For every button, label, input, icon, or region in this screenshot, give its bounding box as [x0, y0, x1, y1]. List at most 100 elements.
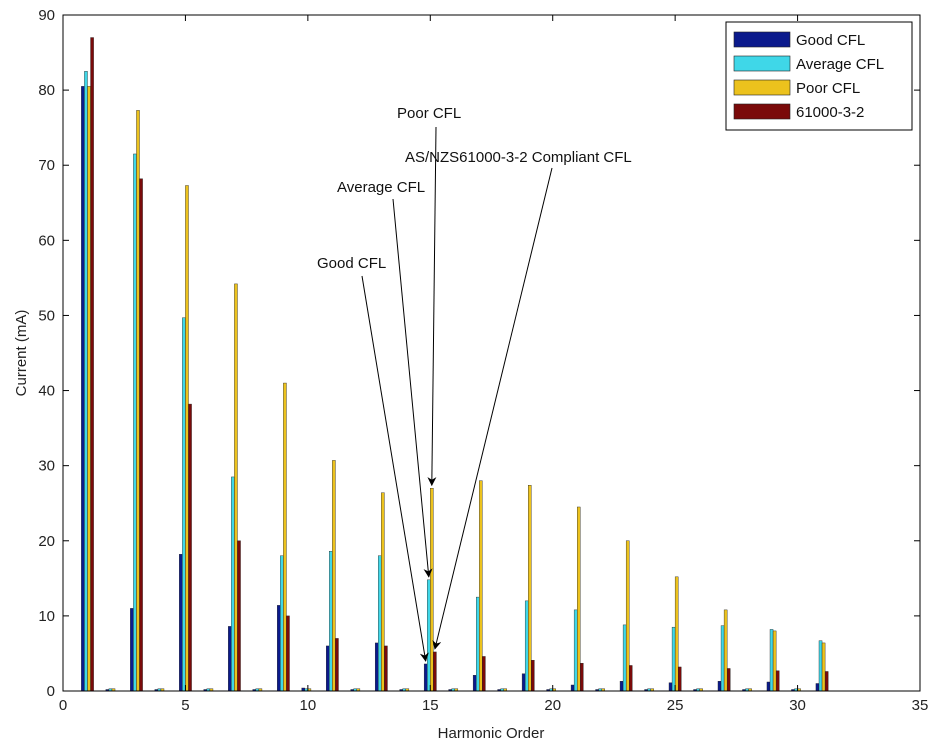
bar-61000-3-2-h21 — [580, 663, 584, 692]
bar-good-cfl-h23 — [619, 681, 624, 692]
bar-61000-3-2-h19 — [531, 660, 535, 692]
bar-poor-cfl-h3 — [136, 110, 140, 692]
bar-61000-3-2-h31 — [824, 671, 829, 692]
bar-good-cfl-h13 — [374, 642, 379, 692]
x-tick-label: 5 — [181, 697, 189, 714]
bar-average-cfl-h13 — [378, 555, 382, 692]
bar-poor-cfl-h9 — [283, 382, 287, 692]
x-tick-label: 30 — [789, 697, 806, 714]
bar-poor-cfl-h19 — [528, 485, 532, 692]
bar-average-cfl-h17 — [476, 596, 480, 692]
bar-good-cfl-h29 — [766, 681, 771, 692]
annotation-as-nzs61000-3-2-compliant-cfl: AS/NZS61000-3-2 Compliant CFL — [405, 149, 632, 166]
bar-good-cfl-h11 — [326, 645, 330, 692]
bar-poor-cfl-h29 — [772, 630, 777, 692]
bar-average-cfl-h1 — [84, 71, 88, 692]
bar-61000-3-2-h15 — [433, 651, 437, 692]
bar-poor-cfl-h1 — [87, 86, 91, 692]
bar-61000-3-2-h5 — [188, 403, 192, 692]
y-tick-label: 80 — [38, 82, 55, 99]
y-tick-label: 30 — [38, 458, 55, 475]
bar-good-cfl-h7 — [228, 626, 232, 692]
bar-average-cfl-h25 — [671, 626, 676, 692]
y-tick-label: 90 — [38, 7, 55, 24]
bar-average-cfl-h27 — [720, 625, 725, 692]
legend-swatch-61000-3-2 — [733, 103, 791, 120]
bar-61000-3-2-h23 — [629, 665, 633, 692]
legend-swatch-poor-cfl — [733, 79, 791, 96]
annotation-arrow-poor-cfl — [427, 126, 437, 487]
bar-61000-3-2-h13 — [384, 645, 388, 692]
bar-good-cfl-h9 — [277, 605, 281, 692]
bar-average-cfl-h31 — [818, 640, 823, 692]
bar-poor-cfl-h25 — [674, 576, 679, 692]
axes-box — [62, 14, 921, 692]
bar-61000-3-2-h27 — [726, 668, 731, 692]
annotation-good-cfl: Good CFL — [317, 255, 386, 272]
legend-label-good-cfl: Good CFL — [796, 32, 865, 49]
annotation-average-cfl: Average CFL — [337, 179, 425, 196]
x-tick-label: 25 — [667, 697, 684, 714]
annotations: Poor CFL AS/NZS61000-3-2 Compliant CFL Ave… — [317, 105, 632, 662]
bar-good-cfl-h25 — [668, 682, 673, 692]
bar-poor-cfl-h17 — [479, 480, 483, 692]
y-tick-label: 10 — [38, 608, 55, 625]
bar-good-cfl-h27 — [717, 681, 722, 692]
x-tick-label: 15 — [422, 697, 439, 714]
bar-average-cfl-h23 — [622, 624, 627, 692]
bar-average-cfl-h9 — [280, 555, 284, 692]
bar-poor-cfl-h7 — [234, 283, 238, 692]
bar-good-cfl-h5 — [179, 554, 183, 692]
bar-average-cfl-h11 — [329, 551, 333, 692]
bar-average-cfl-h15 — [427, 579, 431, 692]
annotation-arrow-average-cfl — [392, 198, 433, 578]
y-tick-label: 60 — [38, 232, 55, 249]
bar-61000-3-2-h3 — [139, 178, 143, 692]
bar-poor-cfl-h13 — [381, 492, 385, 692]
bar-average-cfl-h5 — [182, 317, 186, 692]
bar-61000-3-2-h29 — [775, 670, 780, 692]
bar-poor-cfl-h21 — [577, 506, 581, 692]
y-tick-label: 0 — [47, 683, 55, 700]
bar-poor-cfl-h11 — [332, 460, 336, 692]
legend-swatch-average-cfl — [733, 55, 791, 72]
bar-average-cfl-h21 — [573, 609, 578, 692]
legend-label-average-cfl: Average CFL — [796, 56, 884, 73]
legend: Good CFL Average CFL Poor CFL 61000-3-2 — [725, 21, 913, 131]
x-axis-title: Harmonic Order — [438, 725, 545, 742]
bar-poor-cfl-h31 — [821, 642, 826, 692]
x-tick-label: 35 — [912, 697, 929, 714]
bar-good-cfl-h21 — [570, 684, 575, 692]
bar-good-cfl-h31 — [815, 683, 820, 692]
legend-label-poor-cfl: Poor CFL — [796, 80, 860, 97]
y-tick-label: 70 — [38, 157, 55, 174]
annotation-arrow-as-nzs61000-3-2-compliant-cfl — [432, 167, 553, 650]
annotation-poor-cfl: Poor CFL — [397, 105, 461, 122]
bar-average-cfl-h19 — [524, 600, 529, 692]
bar-average-cfl-h29 — [769, 629, 774, 692]
bar-good-cfl-h15 — [423, 663, 428, 692]
bar-61000-3-2-h11 — [335, 638, 339, 692]
bar-poor-cfl-h27 — [723, 609, 728, 692]
bar-good-cfl-h17 — [472, 675, 477, 692]
y-tick-label: 50 — [38, 307, 55, 324]
bar-poor-cfl-h15 — [430, 488, 434, 692]
x-tick-label: 20 — [544, 697, 561, 714]
legend-label-61000-3-2: 61000-3-2 — [796, 104, 864, 121]
bar-poor-cfl-h5 — [185, 185, 189, 692]
x-tick-label: 10 — [300, 697, 317, 714]
bar-61000-3-2-h17 — [482, 656, 486, 692]
bar-poor-cfl-h23 — [625, 540, 630, 692]
bar-good-cfl-h19 — [521, 673, 526, 692]
y-axis-title: Current (mA) — [13, 310, 30, 397]
bar-average-cfl-h7 — [231, 476, 235, 692]
bar-good-cfl-h1 — [81, 86, 85, 692]
y-tick-label: 40 — [38, 383, 55, 400]
y-tick-label: 20 — [38, 533, 55, 550]
bar-61000-3-2-h25 — [678, 666, 682, 692]
bar-61000-3-2-h7 — [237, 540, 241, 692]
x-tick-label: 0 — [59, 697, 67, 714]
legend-swatch-good-cfl — [733, 31, 791, 48]
bar-good-cfl-h3 — [130, 608, 134, 692]
